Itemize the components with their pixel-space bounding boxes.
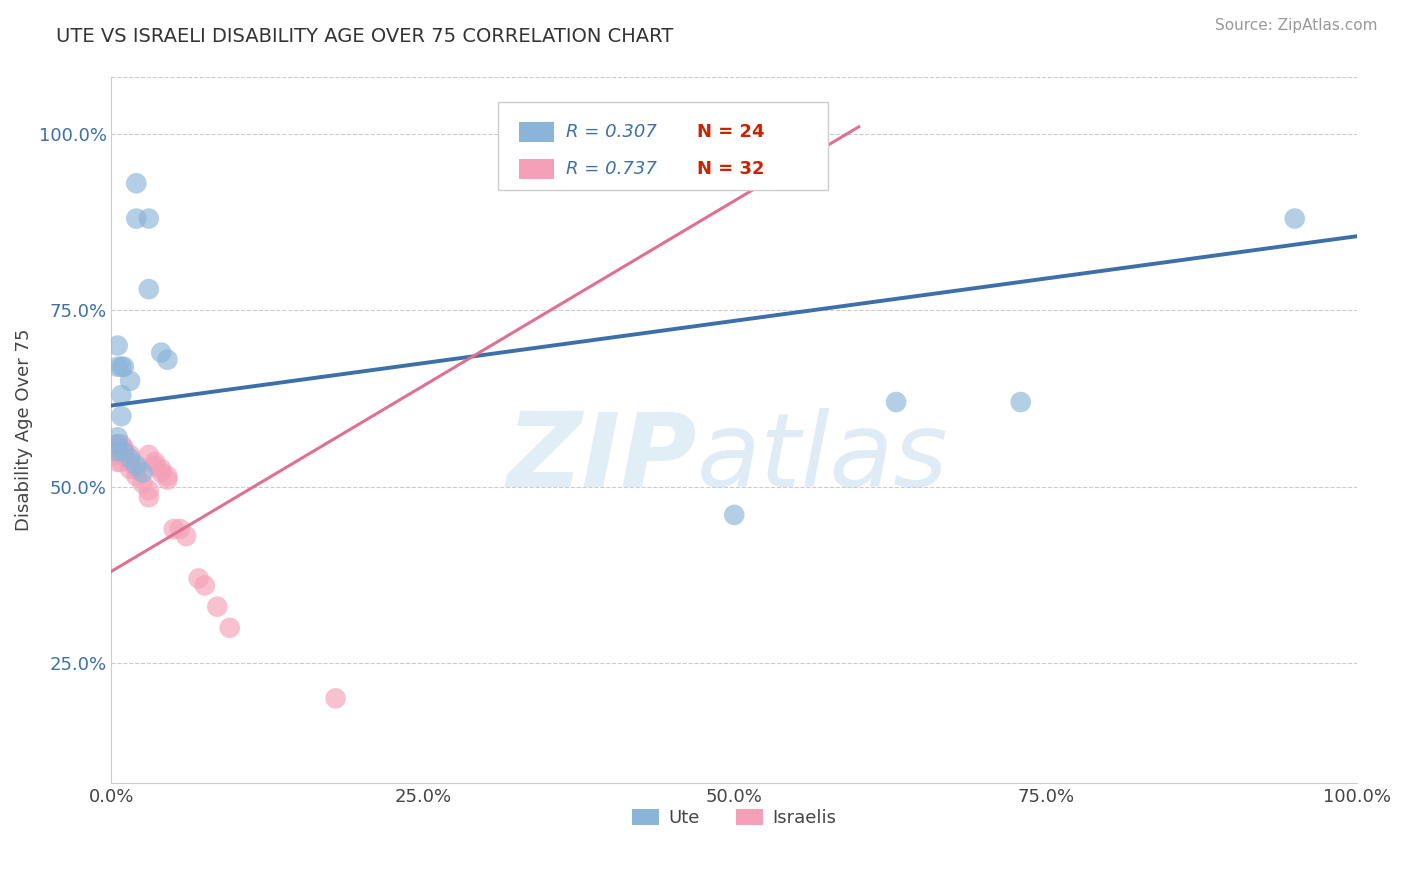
Point [723,508,745,522]
Point [125,458,148,473]
Point [107,441,129,455]
Point [138,448,160,462]
Text: R = 0.307: R = 0.307 [567,122,657,141]
Y-axis label: Disability Age Over 75: Disability Age Over 75 [15,329,32,532]
Text: R = 0.737: R = 0.737 [567,160,657,178]
Point [131,476,153,491]
Point [1010,395,1032,409]
Point [107,437,129,451]
Legend: Ute, Israelis: Ute, Israelis [626,801,844,834]
Text: UTE VS ISRAELI DISABILITY AGE OVER 75 CORRELATION CHART: UTE VS ISRAELI DISABILITY AGE OVER 75 CO… [56,27,673,45]
Bar [519,121,554,142]
Point [110,388,132,402]
Point [110,409,132,424]
Point [107,437,129,451]
Point [156,469,179,483]
Point [138,483,160,498]
Point [110,359,132,374]
Point [174,529,197,543]
Text: N = 32: N = 32 [697,160,765,178]
Point [107,455,129,469]
Point [120,462,142,476]
Point [112,359,135,374]
Point [112,441,135,455]
Point [120,374,142,388]
Point [120,448,142,462]
Point [125,462,148,476]
Text: ZIP: ZIP [506,408,697,509]
Point [110,455,132,469]
Point [143,458,166,473]
Point [325,691,347,706]
Point [150,345,173,359]
Point [112,444,135,458]
Point [125,469,148,483]
Point [207,599,229,614]
Point [169,522,191,536]
Point [125,211,148,226]
Point [143,455,166,469]
FancyBboxPatch shape [498,103,828,190]
Bar [519,159,554,178]
Point [884,395,907,409]
Point [150,466,173,480]
Point [138,211,160,226]
Point [138,490,160,504]
Text: atlas: atlas [697,409,948,508]
Text: Source: ZipAtlas.com: Source: ZipAtlas.com [1215,18,1378,33]
Point [131,466,153,480]
Point [187,571,209,585]
Point [110,437,132,451]
Point [1284,211,1306,226]
Point [120,455,142,469]
Point [156,352,179,367]
Point [138,282,160,296]
Point [120,451,142,466]
Point [194,578,217,592]
Point [112,448,135,462]
Point [107,430,129,444]
Point [107,444,129,458]
Point [107,359,129,374]
Point [110,444,132,458]
Point [107,448,129,462]
Point [107,338,129,352]
Point [125,176,148,190]
Point [150,462,173,476]
Text: N = 24: N = 24 [697,122,765,141]
Point [156,473,179,487]
Point [163,522,186,536]
Point [218,621,240,635]
